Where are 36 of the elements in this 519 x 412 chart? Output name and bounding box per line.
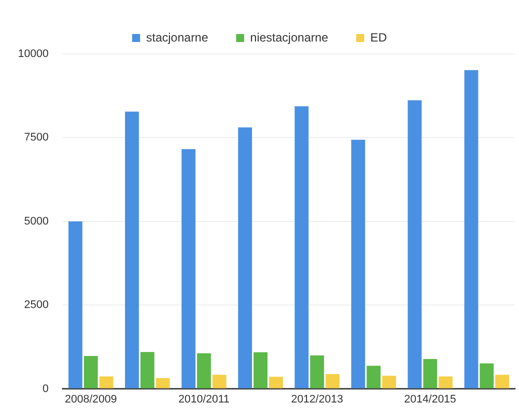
bar — [408, 100, 422, 388]
x-tick-label: 2014/2015 — [404, 393, 456, 406]
bar — [212, 374, 226, 388]
bar — [125, 112, 139, 388]
y-tick-label: 5000 — [24, 215, 49, 228]
x-tick-label: 2010/2011 — [178, 393, 230, 406]
y-tick-label: 10000 — [18, 48, 49, 60]
x-tick-label: 2008/2009 — [64, 393, 117, 406]
bar — [351, 140, 366, 388]
bar — [382, 376, 396, 388]
x-tick-label: 2012/2013 — [291, 393, 344, 406]
bar — [197, 353, 211, 388]
legend-label: niestacjonarne — [250, 30, 329, 44]
y-tick-label: 0 — [42, 382, 49, 395]
bar — [269, 376, 283, 388]
bar — [310, 355, 324, 388]
bar — [238, 127, 252, 388]
bar — [68, 221, 82, 388]
bar — [480, 363, 494, 388]
bar — [254, 352, 268, 388]
bar — [423, 359, 438, 388]
bar — [182, 149, 196, 388]
bar — [366, 366, 381, 388]
bar — [464, 70, 478, 388]
bar — [156, 378, 170, 388]
y-tick-label: 7500 — [24, 132, 49, 144]
bar — [294, 106, 309, 388]
legend-label: stacjonarne — [146, 30, 208, 44]
bar — [438, 376, 453, 388]
bar — [495, 374, 510, 388]
bar — [326, 374, 340, 388]
legend-label: ED — [370, 30, 388, 44]
y-tick-label: 2500 — [24, 299, 49, 312]
bar — [140, 352, 154, 388]
bar — [99, 376, 114, 388]
bar — [84, 356, 98, 388]
